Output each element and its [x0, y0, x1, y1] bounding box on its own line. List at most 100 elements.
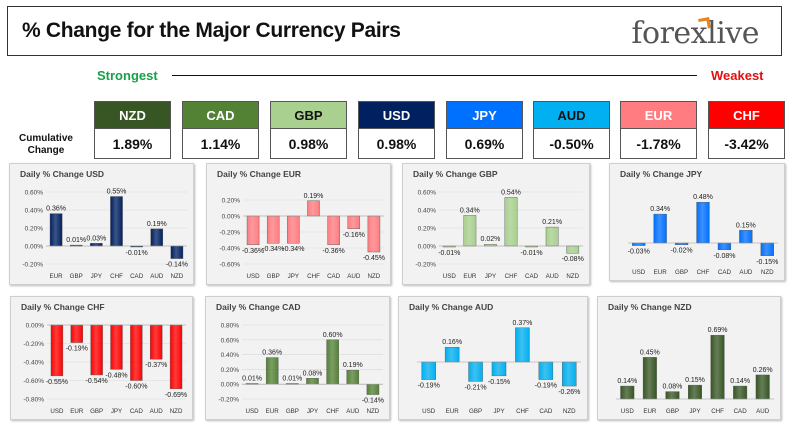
y-tick-label: 0.00%: [221, 382, 240, 389]
x-tick-label: CAD: [130, 273, 144, 280]
chart-panel-1: Daily % Change USD -0.20% 0.00% 0.20% 0.40% 0…: [9, 163, 194, 285]
x-tick-label: NZD: [566, 273, 579, 280]
currency-code: NZD: [94, 101, 171, 129]
currency-cumulative-value: 1.89%: [94, 129, 171, 159]
bar-eur: [70, 324, 83, 343]
bar-nzd: [760, 242, 774, 256]
x-tick-label: CHF: [516, 408, 529, 415]
data-label: -0.36%: [242, 248, 264, 255]
x-tick-label: CAD: [525, 273, 539, 280]
y-tick-label: 0.40%: [418, 208, 437, 215]
y-tick-label: -0.40%: [23, 360, 44, 367]
x-tick-label: USD: [443, 273, 457, 280]
currency-box-cad: CAD 1.14%: [182, 101, 259, 159]
data-label: -0.15%: [756, 259, 778, 266]
bar-jpy: [110, 324, 123, 370]
x-tick-label: CAD: [539, 408, 553, 415]
currency-code: JPY: [446, 101, 523, 129]
chart-title: Daily % Change GBP: [413, 169, 498, 179]
x-tick-label: EUR: [70, 408, 84, 415]
data-label: 0.34%: [460, 207, 480, 214]
data-label: 0.36%: [46, 206, 66, 213]
bar-chart: Daily % Change CAD -0.20% 0.00% 0.20% 0.40% 0…: [216, 302, 384, 415]
currency-code: GBP: [270, 101, 347, 129]
data-label: 0.19%: [304, 193, 324, 200]
bar-eur: [653, 213, 667, 244]
x-tick-label: EUR: [654, 269, 668, 276]
data-label: -0.08%: [562, 256, 584, 263]
x-tick-label: GBP: [469, 408, 482, 415]
x-tick-label: GBP: [90, 408, 103, 415]
currency-cumulative-value: 0.98%: [270, 129, 347, 159]
data-label: 0.16%: [442, 339, 462, 346]
bar-jpy: [90, 243, 103, 247]
currency-code: CHF: [708, 101, 785, 129]
data-label: -0.19%: [418, 383, 440, 390]
data-label: 0.26%: [753, 367, 773, 374]
bar-eur: [642, 357, 657, 400]
bar-chf: [515, 327, 530, 363]
bar-aud: [150, 228, 164, 247]
data-label: -0.69%: [165, 392, 187, 399]
bar-aud: [347, 215, 361, 230]
weakest-label: Weakest: [711, 68, 764, 83]
currency-cumulative-value: 1.14%: [182, 129, 259, 159]
data-label: 0.03%: [86, 235, 106, 242]
data-label: -0.48%: [105, 372, 127, 379]
y-tick-label: 0.00%: [26, 323, 45, 330]
data-label: -0.01%: [520, 250, 542, 257]
bar-usd: [421, 361, 436, 380]
chart-panel-8: Daily % Change NZD 0.14% USD 0.45% EUR 0.08% G…: [597, 296, 781, 420]
strongest-label: Strongest: [97, 68, 158, 83]
bar-cad: [327, 215, 340, 245]
data-label: 0.55%: [107, 189, 127, 196]
chart-title: Daily % Change EUR: [217, 169, 301, 179]
bar-gbp: [468, 361, 483, 382]
data-label: -0.01%: [126, 250, 148, 257]
bar-jpy: [688, 384, 702, 400]
data-label: 0.15%: [736, 222, 756, 229]
x-tick-label: AUD: [347, 273, 361, 280]
y-tick-label: 0.00%: [222, 214, 241, 221]
data-label: 0.14%: [730, 378, 750, 385]
y-tick-label: 0.00%: [418, 244, 437, 251]
data-label: 0.14%: [617, 378, 637, 385]
chart-panel-3: Daily % Change GBP -0.20% 0.00% 0.20% 0.40% 0…: [402, 163, 590, 285]
currency-code: EUR: [620, 101, 697, 129]
bar-aud: [346, 369, 360, 385]
x-tick-label: AUD: [546, 273, 560, 280]
bar-chf: [110, 196, 123, 247]
x-tick-label: JPY: [288, 273, 299, 280]
x-tick-label: EUR: [643, 408, 657, 415]
currency-cumulative-value: 0.69%: [446, 129, 523, 159]
x-tick-label: GBP: [267, 273, 280, 280]
x-tick-label: CHF: [697, 269, 710, 276]
bar-gbp: [90, 324, 103, 376]
data-label: -0.55%: [46, 379, 68, 386]
data-label: -0.08%: [713, 253, 735, 260]
y-tick-label: 0.20%: [221, 367, 240, 374]
data-label: 0.01%: [242, 375, 262, 382]
chart-title: Daily % Change CHF: [21, 302, 105, 312]
x-tick-label: CHF: [326, 408, 339, 415]
data-label: -0.37%: [145, 362, 167, 369]
data-label: 0.36%: [262, 350, 282, 357]
x-tick-label: GBP: [666, 408, 679, 415]
x-tick-label: CAD: [718, 269, 732, 276]
data-label: 0.45%: [640, 349, 660, 356]
data-label: 0.21%: [542, 219, 562, 226]
data-label: -0.03%: [628, 249, 650, 256]
x-tick-label: CAD: [130, 408, 144, 415]
data-label: -0.34%: [262, 246, 284, 253]
y-tick-label: 0.20%: [222, 198, 241, 205]
y-tick-label: 0.80%: [221, 323, 240, 330]
y-tick-label: 0.60%: [25, 190, 44, 197]
data-label: -0.19%: [66, 346, 88, 353]
y-tick-label: 0.00%: [25, 244, 44, 251]
bar-chart: Daily % Change JPY -0.03% USD 0.34% EUR -0.02…: [620, 169, 778, 276]
data-label: 0.19%: [343, 362, 363, 369]
bar-eur: [265, 357, 279, 385]
bar-aud: [150, 324, 163, 360]
currency-box-aud: AUD -0.50%: [533, 101, 610, 159]
x-tick-label: JPY: [307, 408, 318, 415]
